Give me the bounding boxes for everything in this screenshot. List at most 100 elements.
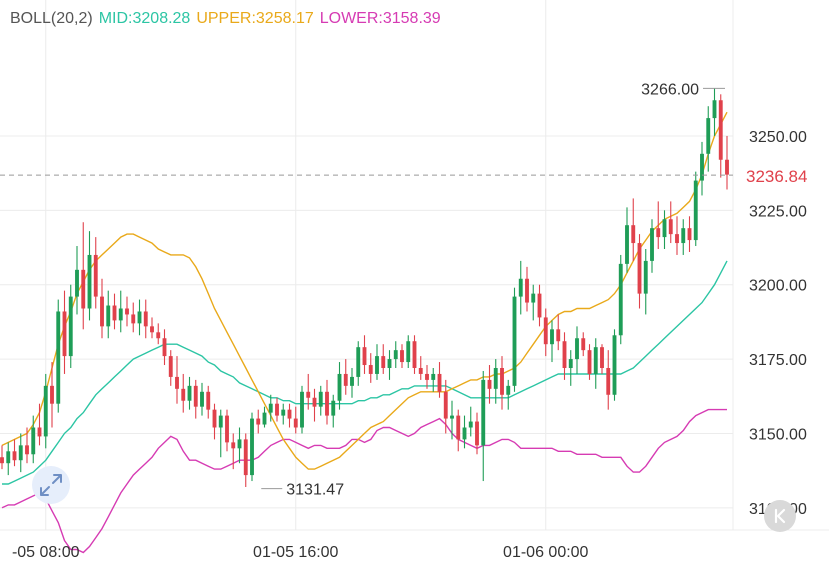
- candle-body: [631, 225, 636, 244]
- bollinger-bands: [1, 111, 728, 554]
- x-axis: -05 08:00 01-05 16:00 01-06 00:00: [12, 544, 589, 561]
- y-tick-label: 3200.00: [749, 278, 807, 295]
- candle-body: [6, 451, 11, 464]
- candle-body: [375, 356, 379, 374]
- candle-body: [406, 341, 411, 363]
- candle-body: [387, 359, 392, 368]
- candle-body: [662, 219, 667, 238]
- candle-body: [368, 365, 373, 374]
- candle-body: [475, 421, 479, 446]
- candle-body: [25, 445, 29, 455]
- candle-body: [18, 445, 23, 461]
- candle-body: [337, 373, 342, 401]
- candle-body: [512, 296, 517, 386]
- candle-body: [356, 347, 361, 377]
- x-tick-label: 01-06 00:00: [503, 544, 589, 561]
- candle-body: [31, 427, 36, 455]
- y-tick-label: 3150.00: [749, 426, 807, 443]
- candle-body: [56, 311, 61, 404]
- candles: [0, 88, 729, 487]
- candle-body: [425, 373, 429, 380]
- candle-body: [506, 385, 511, 395]
- candle-body: [68, 296, 73, 357]
- candle-body: [100, 296, 104, 327]
- scroll-to-latest-button[interactable]: [764, 500, 796, 532]
- candle-body: [718, 100, 723, 160]
- boll-upper-value: UPPER:3258.17: [196, 10, 314, 27]
- candle-body: [343, 373, 348, 386]
- current-price-label: 3236.84: [746, 167, 807, 186]
- candle-body: [606, 368, 611, 395]
- candle-body: [400, 350, 404, 363]
- candle-body: [331, 400, 336, 416]
- expand-arrows-icon: [40, 474, 62, 496]
- candle-body: [237, 439, 242, 449]
- candle-body: [168, 356, 173, 377]
- candle-body: [681, 228, 686, 244]
- candle-body: [675, 234, 679, 244]
- chevron-left-icon: [774, 508, 786, 524]
- candle-body: [287, 409, 292, 419]
- candle-body: [668, 219, 673, 235]
- candle-body: [575, 338, 579, 360]
- candle-body: [193, 385, 198, 407]
- high-price-annotation: 3266.00: [641, 81, 699, 98]
- boll-indicator-legend: BOLL(20,2) MID:3208.28 UPPER:3258.17 LOWER:…: [10, 10, 447, 28]
- candle-body: [618, 263, 623, 336]
- candle-body: [531, 293, 536, 303]
- x-tick-label: -05 08:00: [12, 544, 80, 561]
- candle-body: [362, 347, 367, 366]
- candle-body: [612, 335, 617, 395]
- zoom-button[interactable]: [32, 466, 70, 504]
- x-tick-label: 01-05 16:00: [253, 544, 339, 561]
- candle-body: [306, 391, 311, 398]
- candle-body: [350, 376, 354, 386]
- candle-body: [468, 421, 473, 428]
- boll-name: BOLL(20,2): [10, 10, 93, 27]
- candle-body: [462, 427, 467, 440]
- candle-body: [706, 118, 711, 154]
- low-price-annotation: 3131.47: [286, 482, 344, 499]
- candle-body: [393, 350, 398, 360]
- y-tick-label: 3225.00: [749, 203, 807, 220]
- grid-lines: [0, 0, 829, 531]
- candle-body: [456, 415, 461, 440]
- candle-body: [37, 427, 42, 437]
- candle-body: [593, 347, 598, 374]
- candle-body: [518, 278, 523, 297]
- candle-body: [318, 391, 323, 407]
- candle-body: [625, 225, 629, 264]
- candle-body: [106, 305, 111, 327]
- candle-body: [712, 100, 717, 119]
- y-axis: 3250.003225.003200.003175.003150.003125.…: [749, 129, 807, 518]
- candle-body: [250, 418, 254, 476]
- candle-body: [206, 391, 211, 410]
- candle-body: [81, 269, 86, 309]
- y-tick-label: 3175.00: [749, 352, 807, 369]
- boll-mid-line: [2, 260, 728, 485]
- candle-body: [281, 409, 286, 416]
- candle-body: [231, 442, 236, 449]
- candle-body: [225, 415, 229, 443]
- candle-body: [62, 311, 67, 357]
- candle-body: [556, 329, 561, 342]
- candle-body: [581, 338, 586, 351]
- candle-body: [500, 368, 504, 395]
- candle-body: [550, 329, 554, 345]
- candle-body: [118, 308, 123, 321]
- candle-body: [493, 368, 498, 389]
- candle-body: [643, 260, 648, 294]
- candle-body: [487, 379, 492, 389]
- candle-body: [450, 415, 454, 419]
- candle-body: [112, 305, 117, 321]
- candle-body: [256, 418, 261, 425]
- candle-body: [325, 391, 329, 416]
- candle-body: [650, 228, 654, 261]
- candle-body: [481, 379, 486, 446]
- candle-body: [700, 153, 704, 181]
- candle-body: [587, 350, 592, 374]
- candle-body: [243, 439, 248, 476]
- candle-body: [381, 356, 386, 368]
- candle-body: [656, 228, 661, 238]
